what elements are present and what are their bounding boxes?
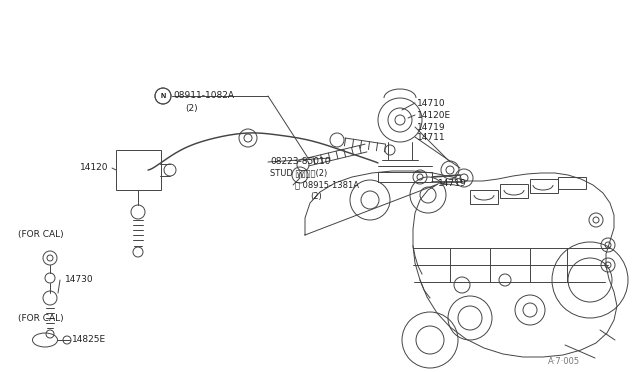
Text: 14719: 14719 — [417, 122, 445, 131]
Text: 14120: 14120 — [80, 164, 109, 173]
Text: (2): (2) — [310, 192, 322, 201]
Text: 14711: 14711 — [417, 132, 445, 141]
Text: 14710: 14710 — [417, 99, 445, 108]
Bar — [530, 179, 558, 193]
Text: A·7·005: A·7·005 — [548, 357, 580, 366]
Text: W: W — [296, 172, 303, 178]
Text: 08223-85010: 08223-85010 — [270, 157, 330, 167]
Text: 14719: 14719 — [438, 179, 467, 187]
Bar — [500, 184, 528, 198]
Text: N: N — [161, 93, 166, 99]
Text: 14730: 14730 — [65, 276, 93, 285]
Bar — [470, 190, 498, 204]
Text: (2): (2) — [185, 103, 198, 112]
Text: (FOR CAL): (FOR CAL) — [18, 314, 63, 323]
Text: N: N — [161, 93, 166, 99]
Bar — [558, 177, 586, 189]
Bar — [116, 150, 161, 190]
Text: ⓜ 08915-1381A: ⓜ 08915-1381A — [295, 180, 359, 189]
Text: 14825E: 14825E — [72, 336, 106, 344]
Text: 08911-1082A: 08911-1082A — [173, 92, 234, 100]
Text: STUD スタッド(2): STUD スタッド(2) — [270, 169, 327, 177]
Text: 14120E: 14120E — [417, 110, 451, 119]
Text: (FOR CAL): (FOR CAL) — [18, 231, 63, 240]
